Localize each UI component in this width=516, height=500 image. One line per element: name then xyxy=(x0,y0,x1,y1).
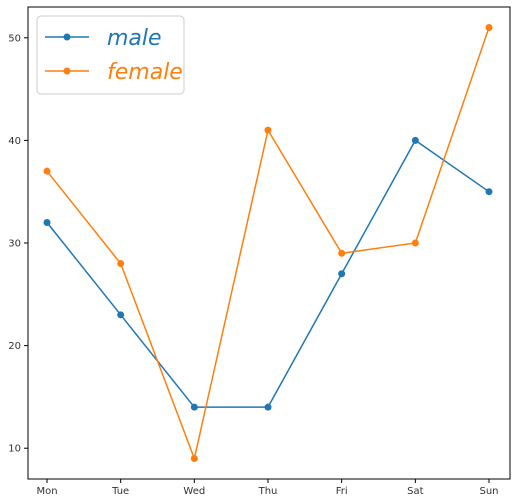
x-tick-label: Thu xyxy=(258,486,278,497)
data-point-female xyxy=(338,249,346,257)
x-tick-label: Mon xyxy=(36,486,57,497)
y-tick-label: 30 xyxy=(8,239,21,250)
series-male xyxy=(43,136,493,411)
x-tick-label: Sun xyxy=(479,486,498,497)
y-tick-label: 10 xyxy=(8,444,21,455)
data-point-female xyxy=(117,260,125,268)
x-tick-label: Sat xyxy=(407,486,423,497)
legend: male female xyxy=(36,15,185,95)
data-point-male xyxy=(43,218,51,226)
data-point-female xyxy=(264,126,272,134)
legend-marker-female xyxy=(63,67,71,75)
data-point-male xyxy=(117,311,125,319)
x-tick-label: Fri xyxy=(336,486,348,497)
legend-label-female: female xyxy=(107,60,183,85)
data-point-male xyxy=(485,188,493,196)
data-point-female xyxy=(43,167,51,175)
data-point-female xyxy=(190,454,198,462)
y-tick-label: 50 xyxy=(8,33,21,44)
data-point-female xyxy=(411,239,419,247)
data-point-male xyxy=(190,403,198,411)
data-point-female xyxy=(485,24,493,32)
data-point-male xyxy=(411,136,419,144)
legend-label-male: male xyxy=(107,26,162,51)
y-tick-label: 20 xyxy=(8,341,21,352)
y-tick-label: 40 xyxy=(8,136,21,147)
data-point-male xyxy=(264,403,272,411)
data-point-male xyxy=(338,270,346,278)
x-tick-label: Tue xyxy=(111,486,129,497)
legend-box xyxy=(36,15,185,95)
legend-marker-male xyxy=(63,33,71,41)
series-female xyxy=(43,24,493,462)
x-tick-label: Wed xyxy=(183,486,205,497)
